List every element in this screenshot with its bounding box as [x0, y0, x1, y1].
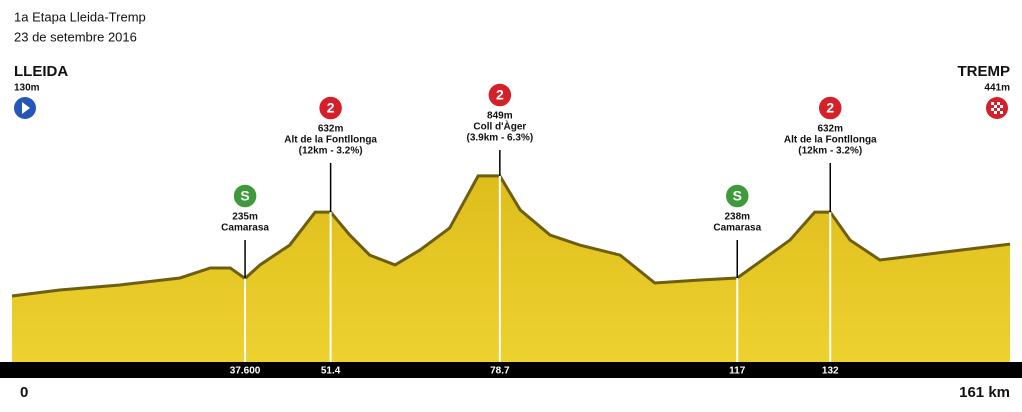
point-label: 238m: [724, 212, 750, 223]
start-arrow: [22, 102, 30, 114]
point-label: (12km - 3.2%): [798, 146, 862, 157]
profile-edge: [11, 174, 1011, 298]
badge-label: 2: [826, 100, 834, 116]
point-label: 632m: [817, 124, 843, 135]
chart-title: 1a Etapa Lleida-Tremp: [14, 9, 146, 24]
point-label: Alt de la Fontllonga: [284, 135, 377, 146]
x-tick-label: 51.4: [321, 366, 341, 377]
point-label: (12km - 3.2%): [299, 146, 363, 157]
x-tick-label: 0: [20, 384, 28, 401]
checker: [997, 108, 1000, 111]
checker: [994, 111, 997, 114]
badge: [487, 82, 513, 108]
point-label: Camarasa: [713, 223, 761, 234]
x-tick-label: 161 km: [959, 384, 1010, 401]
place-name: LLEIDA: [14, 63, 68, 80]
point-label: 235m: [232, 212, 258, 223]
x-tick-label: 117: [729, 366, 746, 377]
point-label: Alt de la Fontllonga: [784, 135, 877, 146]
x-tick-label: 37.600: [230, 366, 261, 377]
chart-subtitle: 23 de setembre 2016: [14, 29, 137, 44]
checker: [994, 105, 997, 108]
checker: [991, 108, 994, 111]
checker: [1000, 105, 1003, 108]
checker: [991, 102, 994, 105]
place-altitude: 441m: [984, 83, 1010, 94]
badge: [317, 95, 344, 121]
point-label: Coll d'Àger: [473, 120, 526, 133]
checker: [997, 102, 1000, 105]
point-label: 849m: [487, 111, 513, 122]
place-altitude: 130m: [14, 83, 40, 94]
badge-label: S: [733, 188, 742, 204]
badge: [817, 95, 843, 121]
place-name: TREMP: [958, 63, 1011, 80]
x-axis-bar: [0, 362, 1022, 378]
badge: [724, 183, 751, 209]
badge-label: S: [240, 188, 249, 204]
badge-label: 2: [496, 87, 504, 103]
point-label: (3.9km - 6.3%): [466, 133, 533, 144]
profile-shade: [12, 175, 1010, 362]
badge-label: 2: [327, 100, 335, 116]
x-tick-label: 78.7: [490, 366, 510, 377]
x-tick-label: 132: [822, 366, 839, 377]
checker: [1000, 111, 1003, 114]
point-label: Camarasa: [221, 223, 269, 234]
badge: [232, 183, 258, 209]
point-label: 632m: [318, 124, 344, 135]
